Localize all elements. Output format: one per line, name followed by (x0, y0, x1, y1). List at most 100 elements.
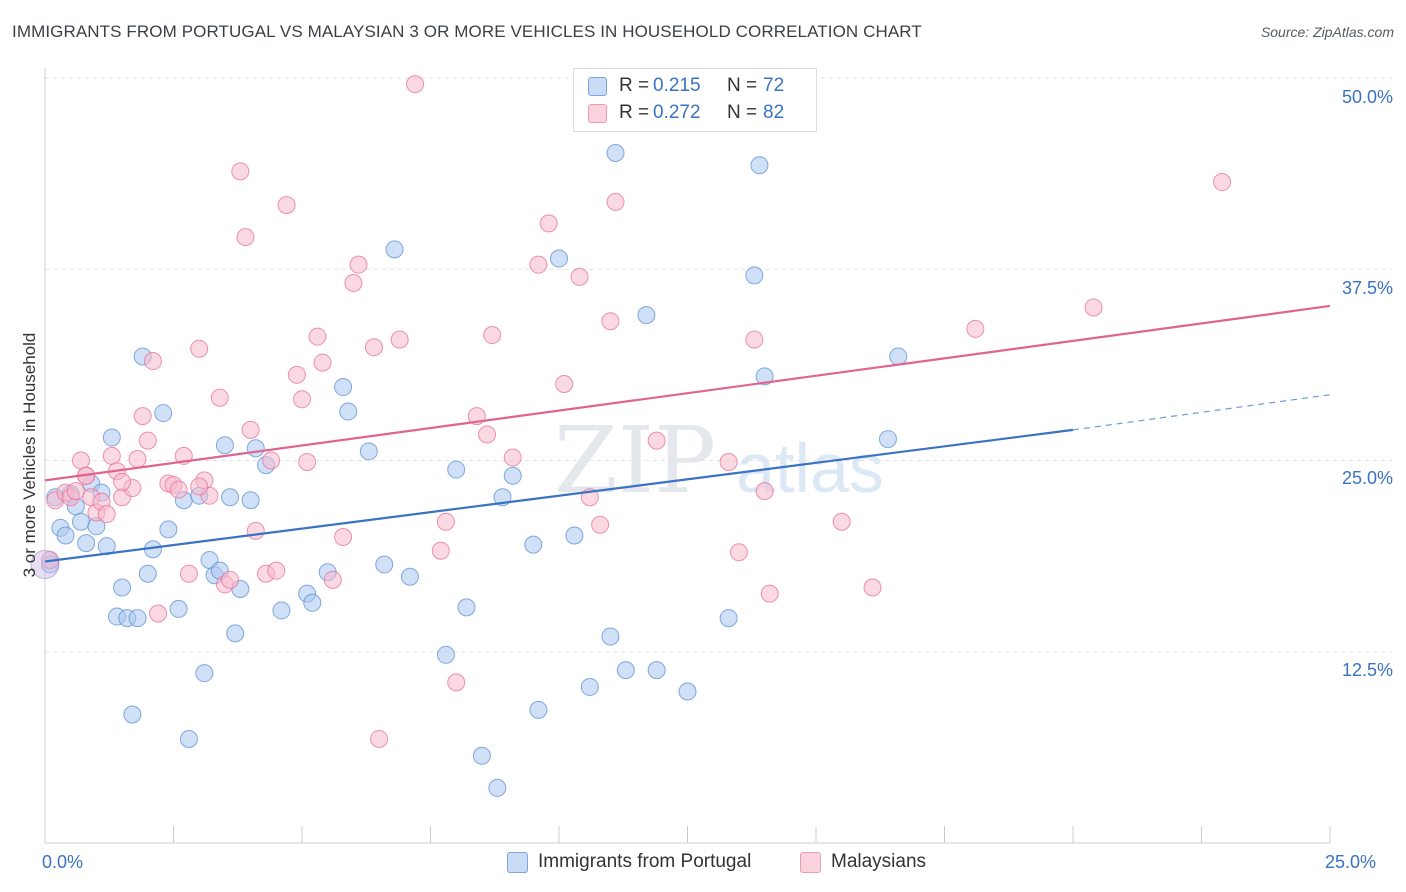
malaysians-swatch (588, 103, 607, 123)
malaysian-point (298, 453, 317, 472)
malaysian-point (221, 570, 240, 589)
gridlines (45, 77, 1392, 653)
n-value: 82 (763, 102, 785, 123)
portugal-point (878, 430, 897, 449)
malaysian-point (71, 451, 90, 470)
malaysian-point (169, 480, 188, 499)
portugal-point (529, 700, 548, 719)
legend-item-portugal[interactable]: Immigrants from Portugal (507, 851, 751, 873)
y-tick-label: 37.5% (1341, 278, 1393, 298)
axes (44, 68, 1331, 844)
y-tick-label: 50.0% (1341, 87, 1393, 107)
malaysian-point (729, 543, 748, 562)
n-value: 72 (763, 75, 785, 96)
malaysian-point (190, 339, 209, 358)
portugal-point (154, 404, 173, 423)
malaysian-point (97, 505, 116, 524)
portugal-point (678, 682, 697, 701)
overlap-point (30, 550, 60, 580)
malaysian-point (267, 561, 286, 580)
portugal-point (889, 347, 908, 366)
malaysian-point (647, 431, 666, 450)
n-label: N = (727, 102, 758, 123)
malaysian-point (293, 390, 311, 409)
portugal-trend-line (44, 428, 1074, 563)
malaysian-point (287, 365, 306, 384)
malaysian-point (529, 255, 548, 274)
malaysian-trend-line (44, 304, 1331, 482)
malaysian-point (591, 515, 610, 534)
malaysian-point (143, 352, 162, 371)
malaysian-point (760, 584, 779, 603)
malaysian-point (323, 570, 342, 589)
portugal-point (719, 609, 738, 628)
malaysian-point (863, 578, 882, 597)
stats-row-malaysians: R = 0.272 N = 82 (588, 101, 784, 125)
malaysian-point (241, 420, 260, 439)
portugal-point (503, 466, 522, 485)
y-tick-label: 12.5% (1341, 660, 1393, 680)
legend-item-malaysians[interactable]: Malaysians (800, 851, 926, 873)
malaysian-point (102, 446, 121, 465)
malaysian-point (262, 451, 281, 470)
portugal-point (102, 428, 121, 447)
malaysian-point (390, 330, 409, 349)
data-points (30, 75, 1232, 797)
stats-row-portugal: R = 0.215 N = 72 (588, 74, 784, 98)
malaysian-point (370, 729, 389, 748)
portugal-point (385, 240, 404, 259)
portugal-point (472, 746, 491, 765)
source-label: Source: ZipAtlas.com (1260, 24, 1394, 40)
portugal-point (601, 627, 620, 646)
portugal-point (359, 442, 378, 461)
portugal-point (606, 143, 625, 162)
malaysian-point (478, 425, 497, 444)
portugal-point (436, 645, 455, 664)
malaysian-point (149, 604, 168, 623)
r-value: 0.215 (653, 75, 701, 96)
portugal-point (272, 601, 291, 620)
malaysian-point (236, 228, 255, 247)
portugal-point (457, 598, 476, 617)
portugal-point (128, 609, 147, 628)
malaysian-point (406, 75, 425, 94)
stats-legend: R = 0.215 N = 72 R = 0.272 N = 82 (573, 68, 817, 132)
portugal-point (159, 520, 178, 539)
portugal-point (750, 156, 769, 175)
portugal-point (375, 555, 394, 574)
trend-lines (44, 304, 1331, 563)
malaysian-point (755, 482, 774, 501)
portugal-point (334, 378, 353, 397)
portugal-point (241, 491, 260, 510)
malaysian-point (436, 512, 455, 531)
malaysian-point (719, 453, 738, 472)
portugal-point (71, 512, 90, 531)
portugal-point (339, 402, 358, 421)
malaysian-point (246, 521, 265, 540)
r-label: R = (619, 75, 650, 96)
malaysian-point (601, 312, 620, 331)
malaysian-point (555, 375, 574, 393)
malaysian-point (334, 528, 353, 546)
malaysian-point (447, 673, 466, 692)
portugal-point (580, 677, 599, 696)
malaysian-point (113, 472, 132, 491)
malaysian-point (483, 326, 502, 345)
portugal-point (169, 599, 188, 618)
portugal-point (56, 526, 75, 545)
portugal-point (447, 460, 466, 479)
portugal-point (221, 488, 240, 507)
malaysian-point (313, 353, 332, 372)
malaysian-point (277, 195, 296, 214)
malaysian-point (1213, 173, 1232, 192)
series-legend: Immigrants from Portugal Malaysians (0, 851, 1406, 879)
portugal-point (77, 534, 96, 553)
portugal-point (488, 778, 507, 797)
n-label: N = (727, 75, 758, 96)
malaysian-point (745, 330, 764, 349)
malaysian-point (308, 327, 327, 346)
portugal-point (400, 567, 419, 586)
portugal-point (123, 705, 142, 724)
portugal-point (303, 593, 322, 612)
